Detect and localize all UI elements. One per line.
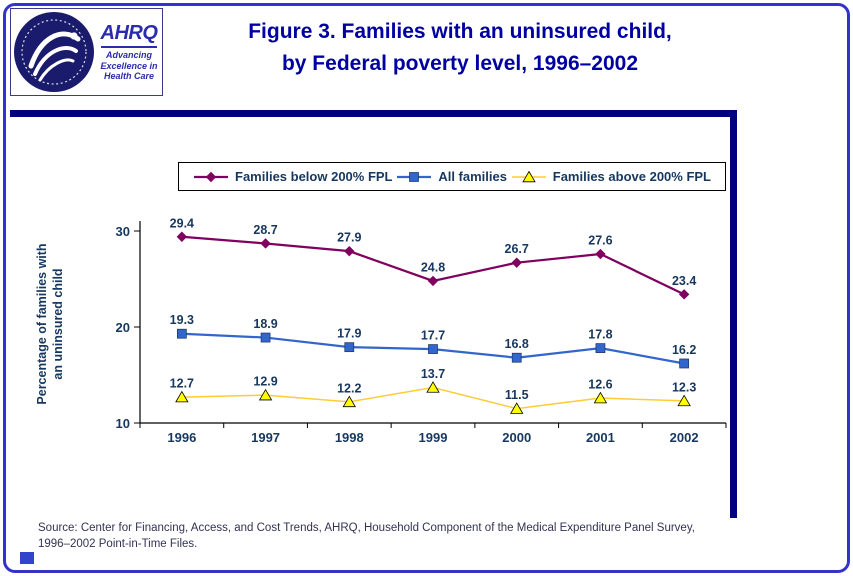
data-label: 27.9 (337, 231, 361, 245)
data-label: 17.9 (337, 327, 361, 341)
legend-marker-square (397, 171, 432, 182)
marker-diamond (344, 245, 355, 257)
marker-diamond (595, 248, 606, 260)
legend-marker-triangle (511, 170, 546, 182)
data-label: 16.8 (505, 337, 529, 351)
data-label: 17.8 (588, 328, 612, 342)
x-tick-label: 1997 (251, 430, 280, 445)
data-label: 24.8 (421, 260, 445, 274)
data-label: 23.4 (672, 274, 696, 288)
marker-square (260, 332, 271, 343)
source-note-line2: 1996–2002 Point-in-Time Files. (38, 538, 198, 551)
figure-title-line2: by Federal poverty level, 1996–2002 (281, 51, 639, 75)
data-label: 17.7 (421, 329, 445, 343)
legend-item-all-families: All families (396, 169, 507, 184)
source-note-line1: Source: Center for Financing, Access, an… (38, 522, 695, 534)
y-tick-label: 30 (116, 224, 130, 239)
x-tick-label: 1998 (335, 430, 364, 445)
logo-box: AHRQ Advancing Excellence in Health Care (10, 8, 163, 96)
data-label: 11.5 (505, 388, 529, 402)
marker-triangle (522, 170, 536, 182)
figure-title-line1: Figure 3. Families with an uninsured chi… (248, 20, 672, 43)
source-note: Source: Center for Financing, Access, an… (38, 520, 808, 552)
marker-square (344, 342, 355, 353)
legend-marker-diamond (194, 171, 228, 182)
header-accent-rule (10, 110, 737, 117)
marker-square (176, 328, 187, 339)
data-label: 12.9 (253, 375, 277, 389)
marker-triangle (677, 394, 691, 407)
data-label: 19.3 (170, 313, 194, 327)
marker-square (679, 358, 690, 369)
marker-square (595, 343, 606, 353)
right-accent-rule (730, 110, 737, 518)
legend-label: Families above 200% FPL (552, 169, 711, 184)
ahrq-tagline-line3: Health Care (103, 71, 154, 82)
ahrq-tagline-line1: Advancing (105, 49, 152, 60)
x-tick-label: 1999 (419, 430, 448, 445)
data-label: 29.4 (170, 216, 194, 230)
line-chart-plot: 10 20 30 1996 1997 1998 1999 2000 2001 2002 29.4 28… (116, 216, 727, 445)
data-label: 16.2 (672, 343, 696, 357)
x-tick-label: 1996 (167, 430, 196, 445)
marker-diamond (260, 238, 271, 249)
data-label: 12.6 (588, 378, 612, 392)
marker-triangle (510, 402, 524, 414)
data-label: 12.2 (337, 381, 361, 395)
data-label: 13.7 (421, 367, 445, 381)
marker-triangle (175, 390, 189, 403)
y-tick-label: 10 (116, 416, 130, 431)
marker-square (428, 344, 438, 354)
y-axis-title: Percentage of families with an uninsured… (34, 243, 65, 405)
marker-triangle (426, 381, 440, 393)
chart-legend: Families below 200% FPL All families Fam… (178, 162, 726, 191)
legend-label: Families below 200% FPL (235, 169, 393, 184)
data-label: 27.6 (588, 234, 612, 248)
marker-square (511, 352, 522, 363)
x-tick-label: 2000 (502, 430, 531, 445)
marker-diamond (427, 275, 439, 287)
data-label: 26.7 (505, 242, 529, 256)
figure-title: Figure 3. Families with an uninsured chi… (200, 16, 720, 79)
x-tick-label: 2001 (586, 430, 615, 445)
marker-triangle (593, 391, 608, 404)
data-label: 12.7 (170, 377, 194, 391)
data-label: 18.9 (253, 317, 277, 331)
ahrq-logo: AHRQ Advancing Excellence in Health Care (96, 22, 162, 82)
ahrq-tagline-line2: Excellence in (100, 60, 158, 71)
hhs-logo (14, 12, 94, 92)
marker-diamond (678, 289, 690, 300)
corner-decoration (20, 552, 34, 564)
marker-triangle (258, 388, 273, 401)
marker-square (409, 171, 420, 182)
marker-diamond (511, 257, 522, 268)
legend-item-above-200-fpl: Families above 200% FPL (511, 169, 711, 184)
ahrq-tagline: Advancing Excellence in Health Care (100, 50, 157, 82)
data-label: 28.7 (253, 223, 277, 237)
y-tick-label: 20 (116, 320, 130, 335)
marker-diamond (205, 171, 217, 182)
marker-diamond (176, 231, 188, 242)
ahrq-logo-text: AHRQ (100, 22, 158, 48)
marker-triangle (342, 395, 356, 408)
x-tick-label: 2002 (670, 430, 699, 445)
legend-label: All families (438, 169, 507, 184)
data-label: 12.3 (672, 380, 696, 394)
legend-item-below-200-fpl: Families below 200% FPL (193, 169, 393, 184)
